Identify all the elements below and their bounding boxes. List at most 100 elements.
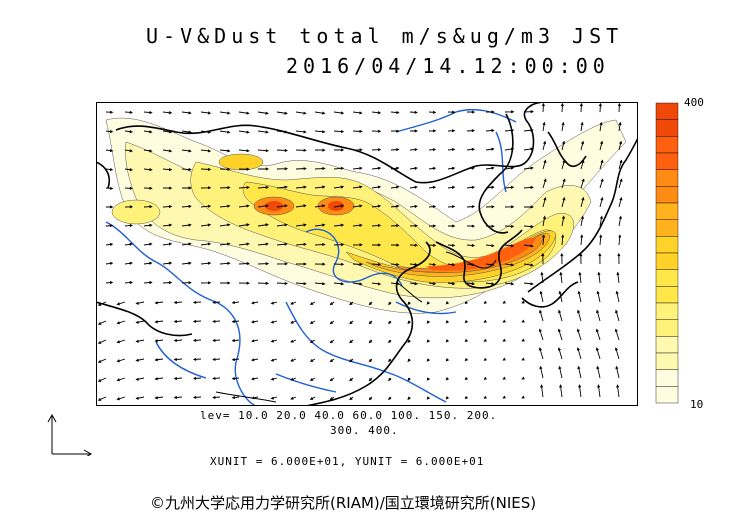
wind-arrow-icon — [97, 358, 107, 363]
wind-arrow-icon — [504, 110, 515, 114]
wind-arrow-icon — [295, 204, 307, 208]
coastlines — [96, 102, 638, 406]
wind-arrow-icon — [257, 149, 270, 153]
wind-arrow-icon — [173, 338, 183, 343]
wind-arrow-icon — [428, 205, 437, 209]
wind-arrow-icon — [466, 129, 476, 133]
wind-arrow-icon — [483, 357, 487, 361]
wind-arrow-icon — [290, 320, 297, 324]
wind-arrow-icon — [135, 301, 145, 305]
wind-arrow-icon — [428, 263, 437, 267]
wind-arrow-icon — [407, 358, 411, 363]
wind-arrow-icon — [409, 148, 418, 152]
wind-arrow-icon — [257, 204, 269, 208]
wind-arrow-icon — [238, 167, 250, 171]
wind-arrow-icon — [192, 300, 202, 304]
wind-arrow-icon — [407, 320, 411, 325]
wind-arrow-icon — [251, 396, 259, 400]
wind-arrow-icon — [270, 339, 278, 343]
wind-arrow-icon — [561, 196, 566, 208]
scale-segment — [655, 119, 679, 137]
wind-arrow-icon — [143, 223, 153, 227]
wind-arrow-icon — [116, 358, 126, 363]
wind-arrow-icon — [200, 204, 212, 208]
wind-arrow-icon — [238, 204, 250, 208]
wind-arrow-icon — [309, 339, 316, 343]
wind-arrow-icon — [349, 377, 354, 382]
wind-arrow-icon — [504, 205, 515, 209]
wind-arrow-icon — [521, 338, 525, 342]
wind-arrow-icon — [445, 320, 449, 324]
wind-arrow-icon — [352, 166, 363, 170]
wind-arrow-icon — [523, 110, 534, 114]
wind-arrow-icon — [558, 290, 563, 303]
wind-arrow-icon — [561, 140, 566, 151]
wind-arrow-icon — [97, 396, 107, 401]
wind-arrow-icon — [276, 111, 288, 115]
wind-arrow-icon — [371, 166, 382, 170]
wind-arrow-icon — [426, 320, 430, 324]
wind-arrow-icon — [329, 358, 335, 363]
wind-arrow-icon — [538, 347, 544, 360]
wind-arrow-icon — [428, 185, 437, 189]
wind-arrow-icon — [523, 128, 534, 132]
wind-arrow-icon — [314, 166, 326, 170]
wind-arrow-icon — [329, 339, 335, 344]
wind-arrow-icon — [371, 148, 382, 152]
wind-arrow-icon — [352, 243, 363, 247]
wind-arrow-icon — [212, 338, 221, 342]
wind-arrow-icon — [352, 282, 363, 286]
wind-arrow-icon — [523, 263, 534, 267]
wind-arrow-icon — [485, 224, 495, 228]
wind-arrow-icon — [576, 347, 582, 360]
wind-arrow-icon — [135, 339, 145, 343]
wind-arrow-icon — [276, 185, 288, 189]
wind-arrow-icon — [388, 396, 392, 401]
wind-arrow-icon — [295, 148, 307, 152]
wind-arrow-icon — [504, 185, 515, 189]
wind-arrow-icon — [162, 168, 173, 172]
reference-vector-icon — [47, 413, 93, 456]
wind-arrow-icon — [390, 263, 400, 267]
wind-arrow-icon — [618, 196, 623, 208]
wind-arrow-icon — [219, 167, 231, 171]
wind-arrow-icon — [561, 215, 565, 227]
wind-arrow-icon — [504, 263, 515, 267]
wind-arrow-icon — [333, 166, 345, 170]
wind-arrow-icon — [192, 338, 202, 342]
wind-arrow-icon — [464, 358, 468, 362]
wind-arrow-icon — [352, 129, 363, 133]
scale-segment — [655, 252, 679, 270]
wind-arrow-icon — [97, 377, 107, 382]
wind-arrow-icon — [407, 301, 411, 306]
wind-arrow-icon — [447, 282, 456, 286]
wind-arrow-icon — [162, 186, 173, 190]
wind-arrow-icon — [314, 262, 326, 266]
wind-arrow-icon — [295, 185, 307, 189]
wind-arrow-icon — [407, 396, 411, 401]
wind-arrow-icon — [181, 130, 192, 134]
wind-arrow-icon — [154, 396, 164, 400]
wind-arrow-icon — [485, 128, 495, 133]
wind-arrow-icon — [105, 280, 114, 285]
wind-arrow-icon — [219, 111, 231, 115]
wind-arrow-icon — [276, 204, 288, 208]
wind-arrow-icon — [154, 377, 164, 381]
wind-arrow-icon — [447, 166, 456, 170]
scale-segment — [655, 202, 679, 220]
wind-arrow-icon — [276, 281, 288, 286]
wind-arrow-icon — [220, 281, 231, 285]
wind-arrow-icon — [561, 159, 566, 170]
wind-arrow-icon — [105, 110, 114, 114]
wind-arrow-icon — [329, 320, 335, 325]
wind-arrow-icon — [200, 242, 212, 246]
wind-arrow-icon — [314, 223, 326, 227]
wind-arrow-icon — [597, 384, 601, 398]
wind-arrow-icon — [257, 281, 270, 285]
scale-segment — [655, 386, 679, 404]
wind-arrow-icon — [502, 376, 506, 380]
wind-arrow-icon — [124, 223, 134, 227]
wind-arrow-icon — [618, 121, 622, 132]
wind-arrow-icon — [447, 243, 456, 247]
wind-arrow-icon — [485, 244, 495, 248]
